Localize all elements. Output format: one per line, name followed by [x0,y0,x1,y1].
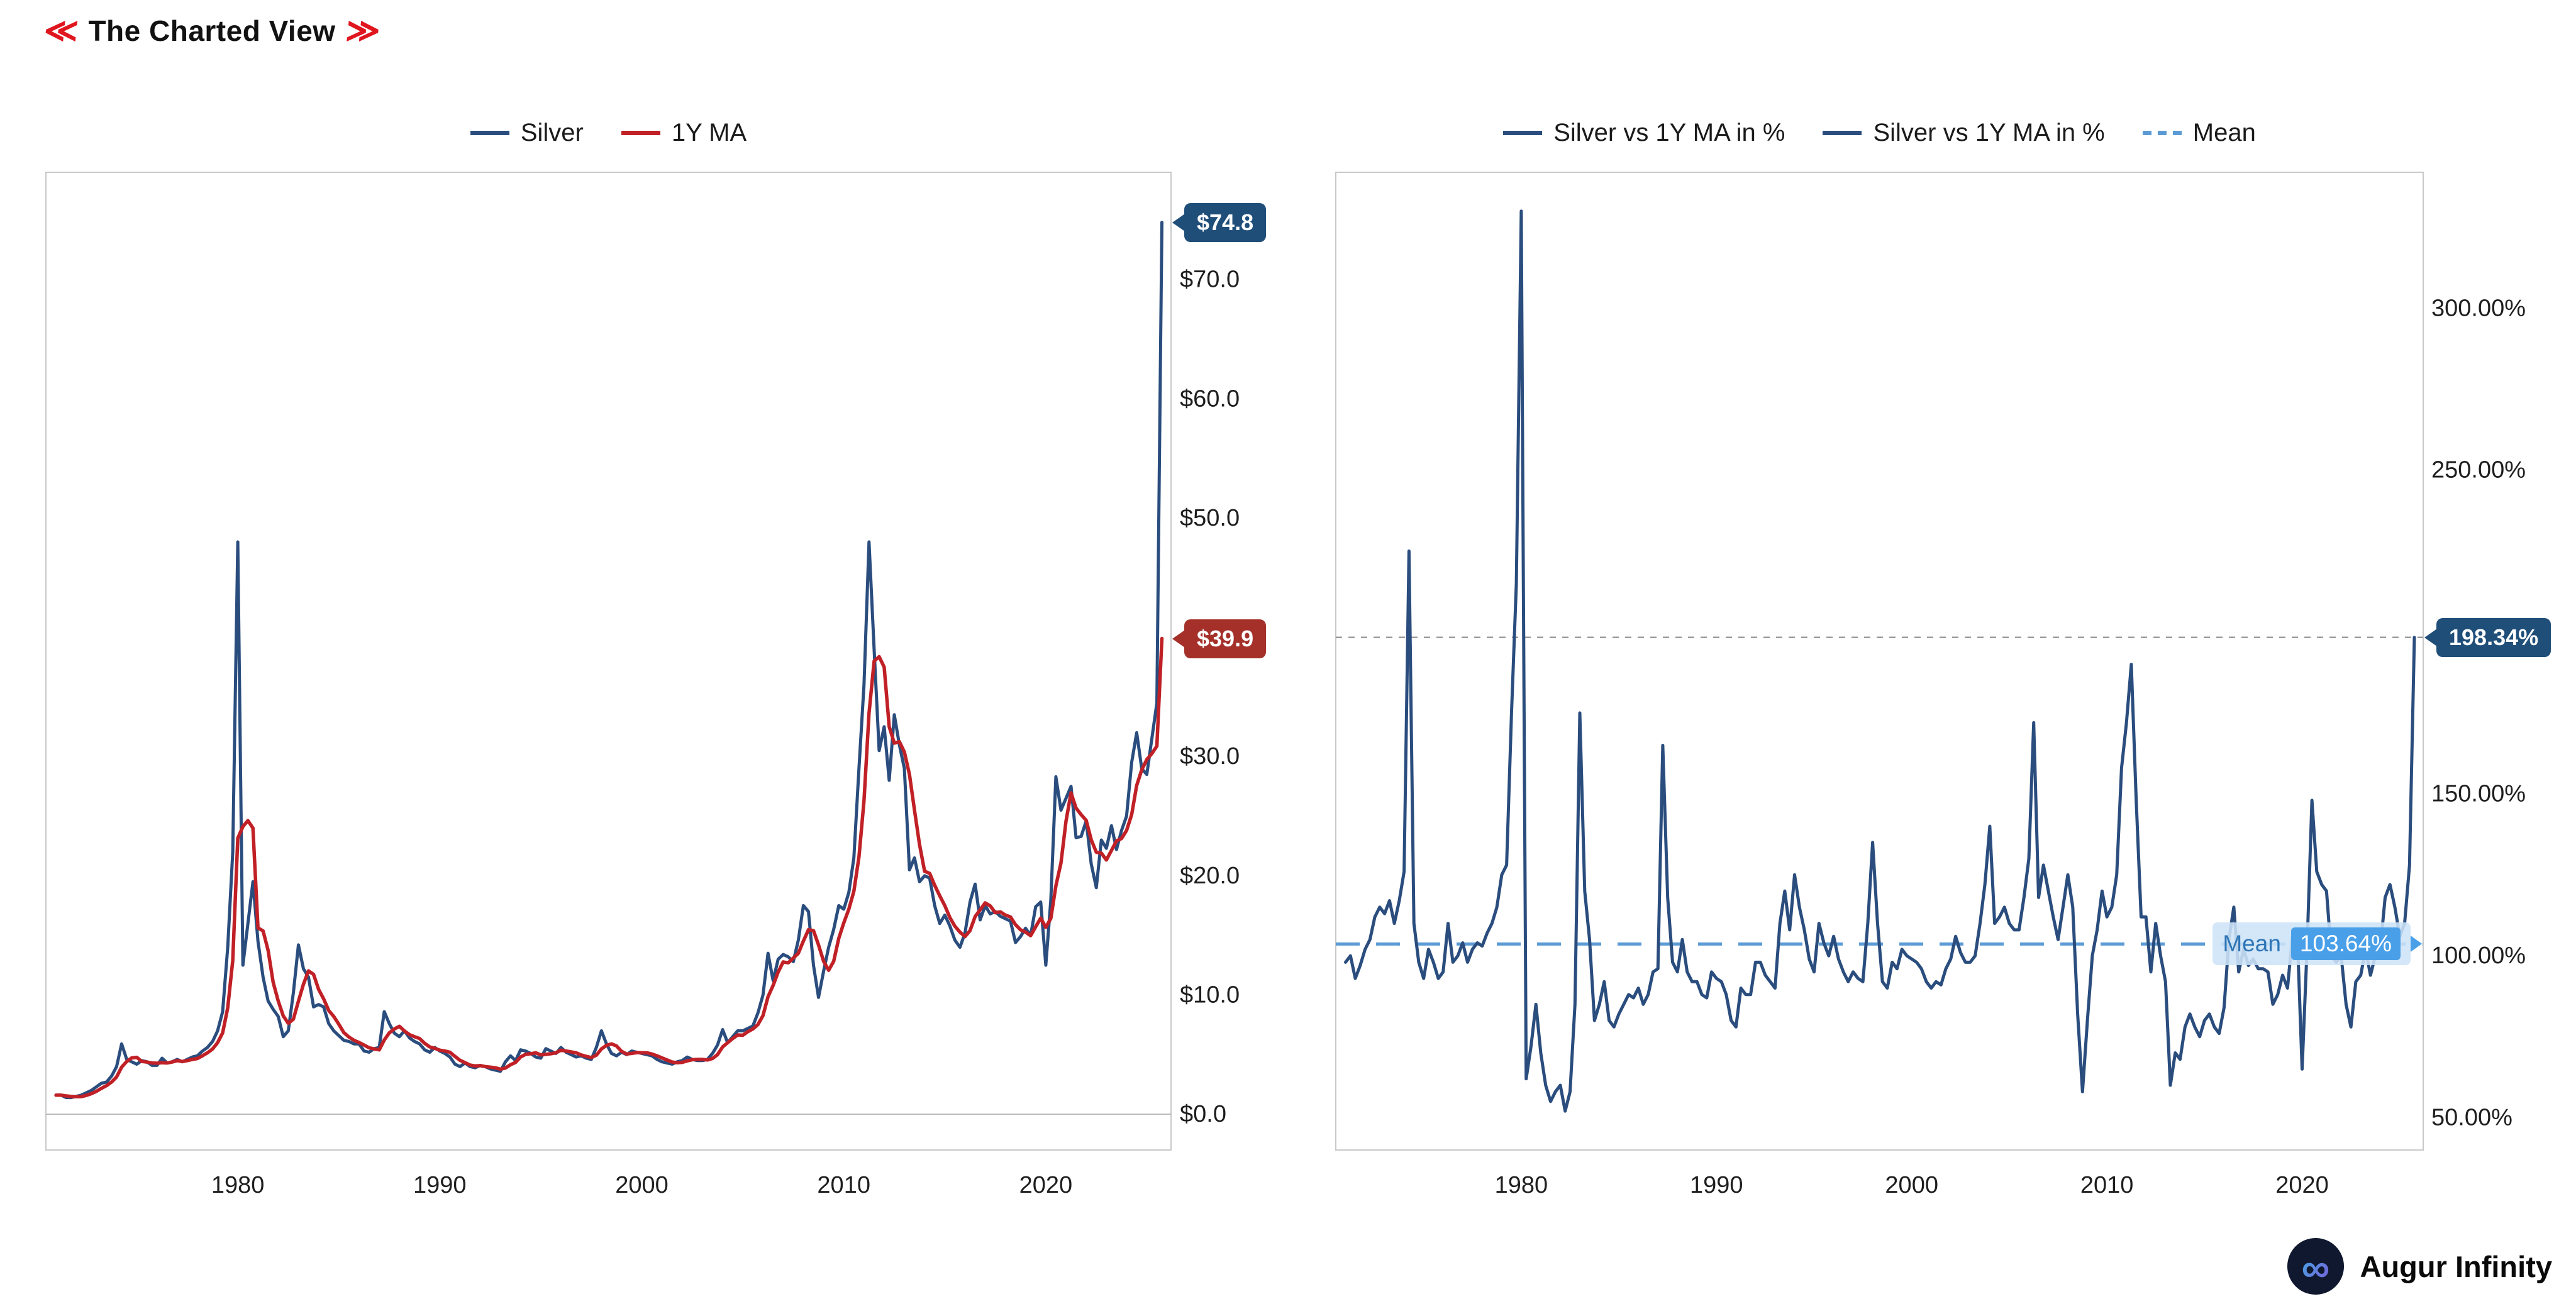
silver-vs-ma-plot-area[interactable] [1335,172,2424,1151]
ratio-chart-legend: Silver vs 1Y MA in % Silver vs 1Y MA in %… [1336,116,2423,150]
legend-swatch-mean [2142,130,2182,135]
mean-tooltip-label: Mean [2223,931,2281,957]
legend-label: Silver vs 1Y MA in % [1553,118,1785,147]
legend-item-silver-vs-1y-ma-in[interactable]: Silver vs 1Y MA in % [1823,118,2105,147]
y-tick-label: $20.0 [1180,863,1240,889]
1y-ma-line [54,636,1164,1098]
x-tick-label: 2010 [817,1172,870,1198]
legend-swatch-silver [470,130,509,135]
y-tick-label: 300.00% [2431,295,2526,321]
x-tick-label: 2010 [2080,1172,2134,1198]
x-tick-label: 2020 [1019,1172,1073,1198]
y-tick-label: $30.0 [1180,743,1240,770]
brand-name: Augur Infinity [2360,1249,2552,1283]
legend-swatch-1y-ma [621,130,660,135]
legend-item-mean[interactable]: Mean [2142,118,2256,147]
x-tick-label: 1980 [1495,1172,1548,1198]
legend-label: Silver [520,118,584,147]
legend-item-silver[interactable]: Silver [470,119,584,147]
silver-price-plot-area[interactable] [45,172,1172,1151]
legend-label: 1Y MA [671,118,747,147]
legend-item-silver-vs-1y-ma-in[interactable]: Silver vs 1Y MA in % [1503,119,1785,147]
x-tick-label: 1980 [211,1172,265,1198]
legend-label: Silver vs 1Y MA in % [1873,118,2105,147]
x-tick-label: 2020 [2275,1172,2329,1198]
y-tick-label: 150.00% [2431,781,2526,807]
brand-footer: ∞ Augur Infinity [2286,1236,2552,1297]
mean-tooltip-value: 103.64% [2290,927,2401,961]
x-tick-label: 2000 [1885,1172,1938,1198]
page-title: The Charted View [88,14,336,47]
silver-chart-legend: Silver 1Y MA [46,116,1171,150]
x-tick-label: 2000 [615,1172,669,1198]
y-tick-label: 50.00% [2431,1105,2512,1131]
x-tick-label: 1990 [413,1172,467,1198]
x-tick-label: 1990 [1690,1172,1743,1198]
page-header: ≪ The Charted View ≫ [42,13,382,49]
ma-last-value-badge: $39.9 [1184,619,1267,658]
y-tick-label: $50.0 [1180,505,1240,531]
y-tick-label: $60.0 [1180,385,1240,412]
y-tick-label: $70.0 [1180,267,1240,293]
y-tick-label: $0.0 [1180,1101,1226,1127]
legend-label: Mean [2192,118,2256,147]
y-tick-label: $10.0 [1180,982,1240,1009]
infinity-icon: ∞ [2301,1246,2329,1290]
augur-infinity-logo: ∞ [2287,1237,2344,1295]
mean-tooltip: Mean 103.64% [2212,922,2411,966]
y-tick-label: 100.00% [2431,943,2526,969]
ratio-last-value-badge: 198.34% [2436,617,2551,657]
legend-swatch-silver-vs-1y-ma-in [1503,130,1543,135]
y-tick-label: 250.00% [2431,457,2526,484]
legend-swatch-silver-vs-1y-ma-in [1823,130,1862,135]
legend-item-1y-ma[interactable]: 1Y MA [621,119,747,147]
silver-last-value-badge: $74.8 [1184,202,1267,242]
silver-line [54,221,1163,1100]
logo-circle [2287,1237,2344,1295]
